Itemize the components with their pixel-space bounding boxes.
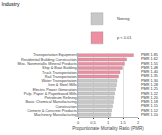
- svg-text:Pulp, Paper & Paperboard Mills: Pulp, Paper & Paperboard Mills: [24, 92, 77, 96]
- svg-text:PMR 1.30: PMR 1.30: [141, 79, 158, 83]
- svg-text:Basic Chemical Manufacturing: Basic Chemical Manufacturing: [25, 100, 76, 104]
- svg-text:PMR 1.25: PMR 1.25: [141, 87, 158, 91]
- svg-text:Transportation Equipment: Transportation Equipment: [33, 53, 77, 57]
- svg-text:Proportionate Mortality Ratio: Proportionate Mortality Ratio (PMR): [72, 126, 144, 131]
- svg-text:PMR 1.35: PMR 1.35: [141, 74, 158, 78]
- svg-text:Cement & Concrete Products: Cement & Concrete Products: [27, 109, 76, 113]
- svg-text:2: 2: [137, 120, 140, 125]
- svg-text:PMR 1.18: PMR 1.18: [141, 100, 158, 104]
- svg-text:p < 0.01: p < 0.01: [117, 35, 132, 40]
- svg-text:PMR 1.28: PMR 1.28: [141, 83, 158, 87]
- svg-text:Ship & Boat Building: Ship & Boat Building: [42, 66, 77, 70]
- svg-text:Machinery Manufacturing: Machinery Manufacturing: [34, 113, 77, 117]
- svg-text:Electric Power Generation: Electric Power Generation: [33, 88, 77, 92]
- svg-text:PMR 1.22: PMR 1.22: [141, 92, 158, 96]
- svg-text:1: 1: [107, 120, 110, 125]
- svg-text:Iron & Steel Mills: Iron & Steel Mills: [48, 83, 77, 87]
- svg-text:Residential Building Construct: Residential Building Construction: [21, 58, 77, 62]
- svg-text:Construction: Construction: [55, 105, 76, 109]
- svg-text:PMR 1.12: PMR 1.12: [141, 109, 158, 113]
- svg-text:PMR 1.10: PMR 1.10: [141, 113, 158, 117]
- svg-text:PMR 1.15: PMR 1.15: [141, 104, 158, 108]
- svg-text:0: 0: [77, 120, 80, 125]
- svg-text:Misc. Nonmetallic Mineral Prod: Misc. Nonmetallic Mineral Products: [17, 62, 76, 66]
- svg-text:0.5: 0.5: [90, 120, 96, 125]
- svg-text:Industry: Industry: [2, 1, 20, 7]
- svg-text:PMR 1.40: PMR 1.40: [141, 70, 158, 74]
- svg-text:Truck Transportation: Truck Transportation: [42, 71, 77, 75]
- svg-text:1.5: 1.5: [120, 120, 126, 125]
- svg-text:Nonsig: Nonsig: [117, 16, 129, 21]
- svg-text:PMR 1.85: PMR 1.85: [141, 53, 158, 57]
- svg-text:PMR 1.20: PMR 1.20: [141, 96, 158, 100]
- svg-text:PMR 1.62: PMR 1.62: [141, 57, 158, 61]
- svg-text:Petroleum Refining: Petroleum Refining: [44, 96, 76, 100]
- svg-text:PMR 1.48: PMR 1.48: [141, 66, 158, 70]
- svg-text:Rail Transportation: Rail Transportation: [45, 75, 77, 79]
- svg-text:Water Transportation: Water Transportation: [41, 79, 76, 83]
- svg-text:PMR 1.55: PMR 1.55: [141, 62, 158, 66]
